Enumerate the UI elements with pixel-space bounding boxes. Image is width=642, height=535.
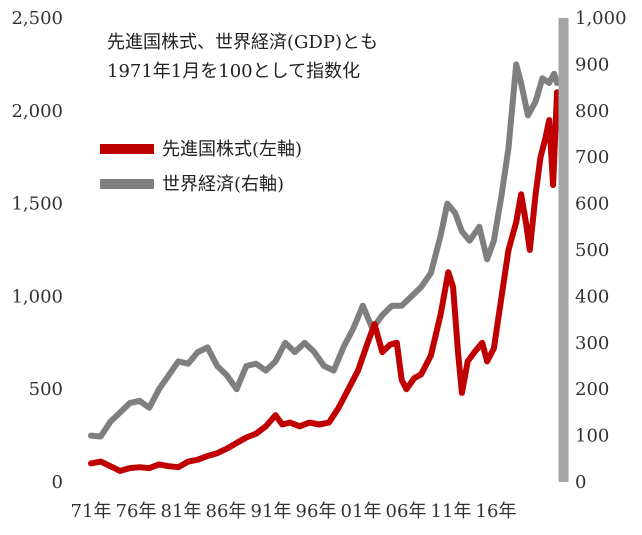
y-left-tick-label: 0: [52, 472, 63, 493]
y-right-tick-label: 500: [575, 240, 609, 261]
legend-label-world-economy: 世界経済(右軸): [162, 174, 284, 195]
series-line-world-economy: [88, 61, 560, 440]
y-right-tick-label: 400: [575, 286, 609, 307]
y-left-tick-label: 2,000: [11, 101, 63, 122]
y-left-tick-labels: 0 500 1,000 1,500 2,000 2,500: [11, 8, 63, 493]
y-left-tick-label: 1,500: [11, 194, 63, 215]
legend: 先進国株式(左軸) 世界経済(右軸): [100, 139, 302, 195]
x-tick-label: 86年: [206, 501, 247, 522]
y-right-tick-label: 200: [575, 379, 609, 400]
annotation-line-2: 1971年1月を100として指数化: [107, 61, 360, 82]
y-right-tick-label: 900: [575, 54, 609, 75]
y-left-tick-label: 500: [29, 379, 63, 400]
legend-label-stocks: 先進国株式(左軸): [162, 139, 302, 160]
x-tick-label: 71年: [71, 501, 112, 522]
series-line-stocks: [88, 89, 560, 474]
x-tick-label: 01年: [341, 501, 382, 522]
y-right-tick-label: 800: [575, 101, 609, 122]
annotation-line-1: 先進国株式、世界経済(GDP)とも: [107, 32, 378, 53]
series-layer: [88, 61, 560, 474]
y-right-tick-label: 300: [575, 333, 609, 354]
x-tick-label: 76年: [116, 501, 157, 522]
x-tick-labels: 71年 76年 81年 86年 91年 96年 01年 06年 11年 16年: [71, 501, 517, 522]
y-left-tick-label: 1,000: [11, 286, 63, 307]
annotation: 先進国株式、世界経済(GDP)とも 1971年1月を100として指数化: [107, 32, 378, 82]
y-right-tick-label: 100: [575, 426, 609, 447]
y-right-tick-label: 700: [575, 147, 609, 168]
x-tick-label: 11年: [431, 501, 472, 522]
y-right-tick-label: 600: [575, 194, 609, 215]
y-right-tick-label: 0: [575, 472, 586, 493]
y-right-tick-label: 1,000: [575, 8, 627, 29]
y-left-tick-label: 2,500: [11, 8, 63, 29]
x-tick-label: 96年: [296, 501, 337, 522]
x-tick-label: 81年: [161, 501, 202, 522]
x-tick-label: 06年: [386, 501, 427, 522]
x-tick-label: 91年: [251, 501, 292, 522]
y-right-tick-labels: 0 100 200 300 400 500 600 700 800 900 1,000: [575, 8, 627, 493]
x-tick-label: 16年: [476, 501, 517, 522]
